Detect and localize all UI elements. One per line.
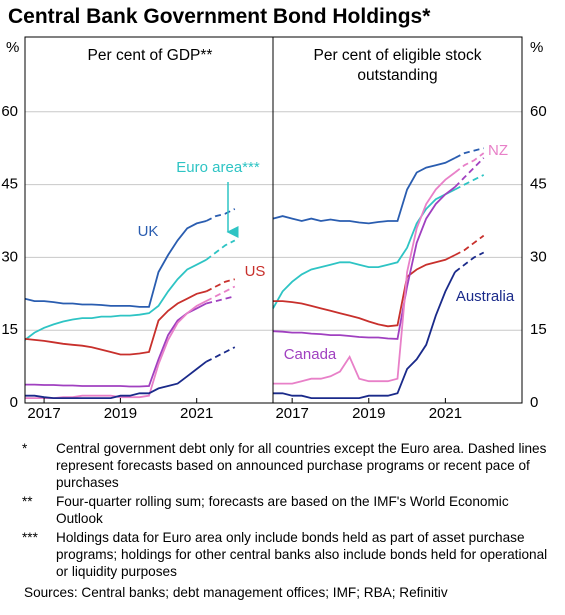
panel-subtitle: Per cent of GDP** [87, 47, 213, 64]
series-label: Euro area*** [176, 159, 260, 176]
y-tick-label: 30 [1, 248, 18, 265]
y-tick-label: 45 [1, 176, 18, 193]
series-line [24, 220, 207, 308]
series-line [273, 254, 456, 328]
footnote-text: Central government debt only for all cou… [56, 441, 547, 490]
forecast-line [454, 157, 485, 188]
footnote-marker: *** [22, 530, 38, 545]
footnote-text: Four-quarter rolling sum; forecasts are … [56, 494, 509, 526]
series-label: UK [138, 223, 159, 240]
source: Sources: Central banks; debt management … [24, 585, 448, 600]
forecast-line [454, 147, 484, 159]
series-line [25, 360, 207, 399]
forecast-line [454, 152, 485, 174]
x-tick-label: 2017 [27, 405, 60, 422]
y-tick-label: 45 [530, 176, 547, 193]
x-tick-label: 2021 [429, 405, 462, 422]
series-line [24, 290, 207, 356]
y-unit: % [6, 39, 19, 56]
forecast-line [205, 239, 236, 261]
footnote: * Central government debt only for all co… [22, 440, 557, 491]
title: Central Bank Government Bond Holdings* [8, 5, 431, 28]
series-label: Australia [456, 288, 515, 305]
footnote: *** Holdings data for Euro area only incl… [22, 529, 557, 580]
x-tick-label: 2019 [104, 405, 137, 422]
footnote-marker: ** [22, 494, 33, 509]
forecast-line [205, 208, 236, 222]
y-tick-label: 0 [10, 394, 18, 411]
series-line [273, 271, 456, 399]
y-tick-label: 15 [530, 321, 547, 338]
series-line [24, 259, 207, 341]
footnote-text: Holdings data for Euro area only include… [56, 530, 548, 579]
forecast-line [205, 278, 236, 293]
footnote: ** Four-quarter rolling sum; forecasts ar… [22, 493, 557, 527]
y-tick-label: 60 [530, 103, 547, 120]
series-line [272, 188, 456, 309]
y-tick-label: 30 [530, 248, 547, 265]
x-tick-label: 2019 [352, 405, 385, 422]
y-tick-label: 60 [1, 103, 18, 120]
chart: % % 0 15 30 45 60 2017 2019 2021 UK Euro area*** U… [1, 36, 547, 422]
y-tick-label: 0 [530, 394, 538, 411]
series-line [25, 302, 207, 388]
forecast-line [205, 295, 236, 305]
y-tick-label: 15 [1, 321, 18, 338]
x-tick-label: 2017 [275, 405, 308, 422]
forecast-line [454, 234, 485, 256]
x-tick-label: 2021 [180, 405, 213, 422]
forecast-line [454, 251, 485, 273]
forecast-line [454, 174, 485, 191]
series-line [272, 157, 456, 225]
series-line [273, 171, 456, 385]
series-label: NZ [488, 142, 508, 159]
panel-subtitle: Per cent of eligible stock outstanding [313, 47, 482, 84]
y-unit: % [530, 39, 543, 56]
series-line [272, 186, 456, 340]
forecast-line [205, 346, 236, 363]
footnote-marker: * [22, 441, 28, 456]
forecast-line [205, 285, 236, 302]
series-label: Canada [284, 346, 337, 363]
series-label: US [245, 263, 266, 280]
footnotes: * Central government debt only for all co… [22, 440, 557, 601]
